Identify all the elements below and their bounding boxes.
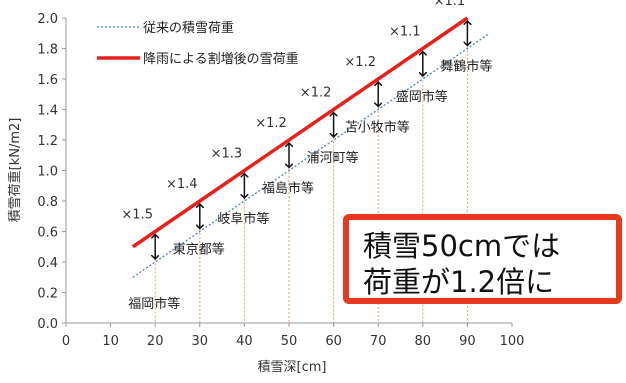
factor-label: ×1.5 — [121, 208, 153, 223]
series-line-conventional — [132, 32, 491, 278]
y-tick-label: 0.6 — [37, 226, 58, 241]
factor-label: ×1.3 — [211, 147, 243, 162]
x-tick-label: 0 — [62, 334, 70, 349]
x-tick-label: 20 — [147, 334, 164, 349]
y-tick-label: 0.8 — [37, 195, 58, 210]
factor-label: ×1.2 — [300, 86, 332, 101]
x-tick-label: 10 — [102, 334, 119, 349]
y-tick-label: 1.6 — [37, 73, 58, 88]
x-tick-label: 50 — [281, 334, 298, 349]
data-series — [131, 16, 491, 278]
city-label: 東京都等 — [173, 242, 225, 258]
y-tick-label: 0.2 — [37, 287, 58, 302]
city-label: 福岡市等 — [128, 296, 180, 312]
annotation-labels: ×1.5 福岡市等 ×1.4 東京都等 ×1.3 岐阜市等 ×1.2 福島市等 ×1.2 浦河町等… — [121, 0, 492, 312]
axes: 0.0 0.2 0.4 0.6 0.8 1.0 1.2 1.4 1.6 1.8 2.0 0 10 20 30… — [37, 12, 524, 349]
factor-label: ×1.2 — [344, 55, 376, 70]
x-axis-title: 積雪深[cm] — [258, 360, 327, 375]
city-label: 盛岡市等 — [396, 89, 448, 105]
city-label: 浦河町等 — [307, 150, 359, 166]
factor-label: ×1.2 — [255, 116, 287, 131]
city-label: 岐阜市等 — [217, 211, 269, 227]
legend-label-increased: 降雨による割増後の雪荷重 — [143, 51, 299, 67]
x-tick-label: 60 — [325, 334, 342, 349]
y-tick-label: 0.4 — [37, 256, 58, 271]
city-label: 福島市等 — [262, 181, 314, 197]
y-tick-label: 1.8 — [37, 43, 58, 58]
x-tick-label: 80 — [415, 334, 432, 349]
y-tick-label: 1.0 — [37, 165, 58, 180]
x-tick-label: 40 — [236, 334, 253, 349]
y-tick-label: 1.2 — [37, 134, 58, 149]
callout-box: 積雪50cmでは 荷重が1.2倍に — [343, 214, 622, 304]
x-tick-label: 30 — [192, 334, 209, 349]
city-label: 苫小牧市等 — [345, 120, 410, 136]
callout-line-1: 積雪50cmでは — [363, 229, 561, 263]
legend: 従来の積雪荷重 降雨による割増後の雪荷重 — [97, 20, 299, 67]
x-tick-label: 70 — [370, 334, 387, 349]
factor-label: ×1.1 — [389, 25, 421, 40]
city-label: 舞鶴市等 — [440, 59, 492, 75]
series-line-increased — [131, 16, 469, 249]
legend-label-conventional: 従来の積雪荷重 — [143, 20, 234, 36]
factor-label: ×1.4 — [166, 177, 198, 192]
increase-arrows — [155, 21, 467, 259]
factor-label: ×1.1 — [434, 0, 466, 9]
y-tick-label: 1.4 — [37, 104, 58, 119]
y-tick-label: 0.0 — [37, 317, 58, 332]
callout-line-2: 荷重が1.2倍に — [363, 265, 555, 299]
x-tick-label: 90 — [459, 334, 476, 349]
x-tick-label: 100 — [500, 334, 525, 349]
y-tick-label: 2.0 — [37, 12, 58, 27]
y-axis-title: 積雪荷重[kN/m2] — [7, 118, 23, 223]
